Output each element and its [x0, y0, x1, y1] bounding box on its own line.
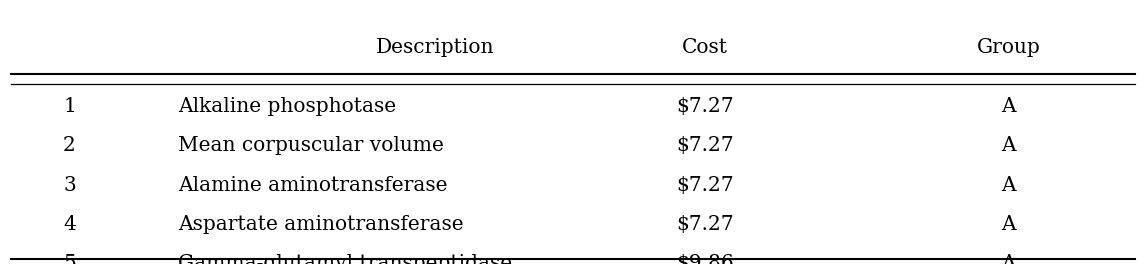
Text: 5: 5	[63, 254, 76, 264]
Text: $9.86: $9.86	[676, 254, 733, 264]
Text: A: A	[1002, 97, 1015, 116]
Text: Aspartate aminotransferase: Aspartate aminotransferase	[178, 215, 463, 234]
Text: Group: Group	[976, 38, 1041, 57]
Text: Description: Description	[376, 38, 495, 57]
Text: 2: 2	[63, 136, 76, 155]
Text: Alamine aminotransferase: Alamine aminotransferase	[178, 176, 447, 195]
Text: $7.27: $7.27	[676, 215, 733, 234]
Text: Alkaline phosphotase: Alkaline phosphotase	[178, 97, 395, 116]
Text: A: A	[1002, 176, 1015, 195]
Text: Gamma-glutamyl transpeptidase: Gamma-glutamyl transpeptidase	[178, 254, 512, 264]
Text: 4: 4	[63, 215, 76, 234]
Text: A: A	[1002, 254, 1015, 264]
Text: Cost: Cost	[682, 38, 728, 57]
Text: 1: 1	[63, 97, 76, 116]
Text: $7.27: $7.27	[676, 176, 733, 195]
Text: A: A	[1002, 215, 1015, 234]
Text: $7.27: $7.27	[676, 97, 733, 116]
Text: A: A	[1002, 136, 1015, 155]
Text: $7.27: $7.27	[676, 136, 733, 155]
Text: Mean corpuscular volume: Mean corpuscular volume	[178, 136, 444, 155]
Text: 3: 3	[63, 176, 76, 195]
